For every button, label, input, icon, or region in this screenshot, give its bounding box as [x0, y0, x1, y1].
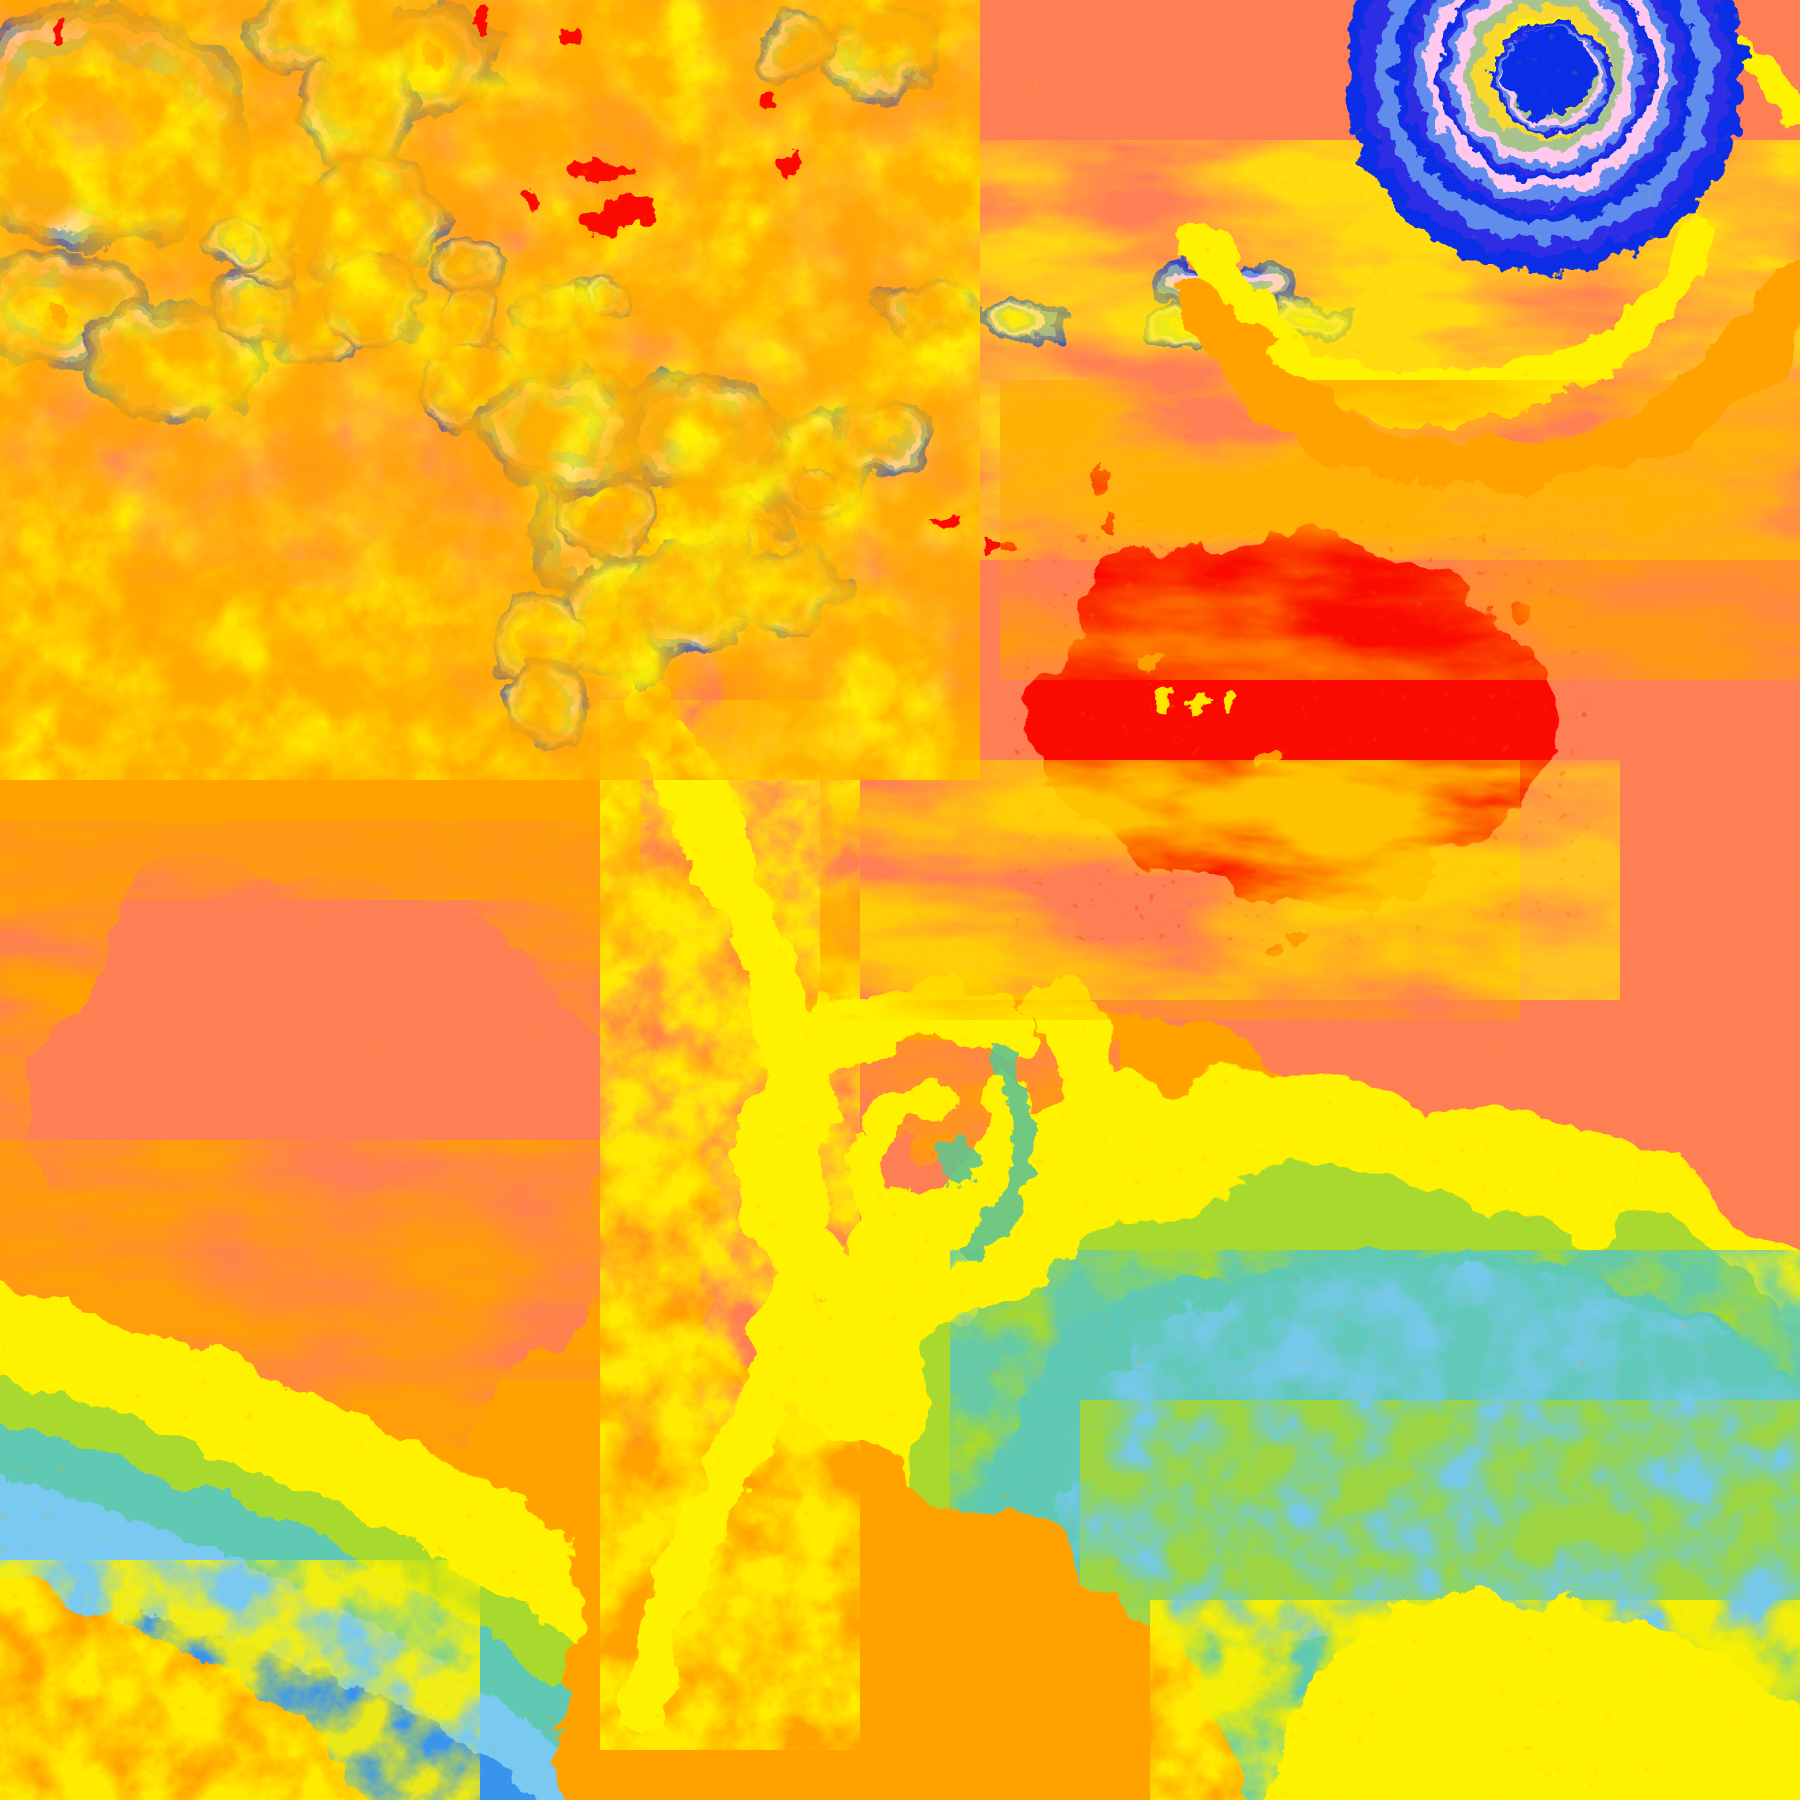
ir-cloud-field: [0, 0, 1800, 1800]
satellite-image-canvas: [0, 0, 1800, 1800]
global-pixel-noise: [0, 0, 1800, 1800]
